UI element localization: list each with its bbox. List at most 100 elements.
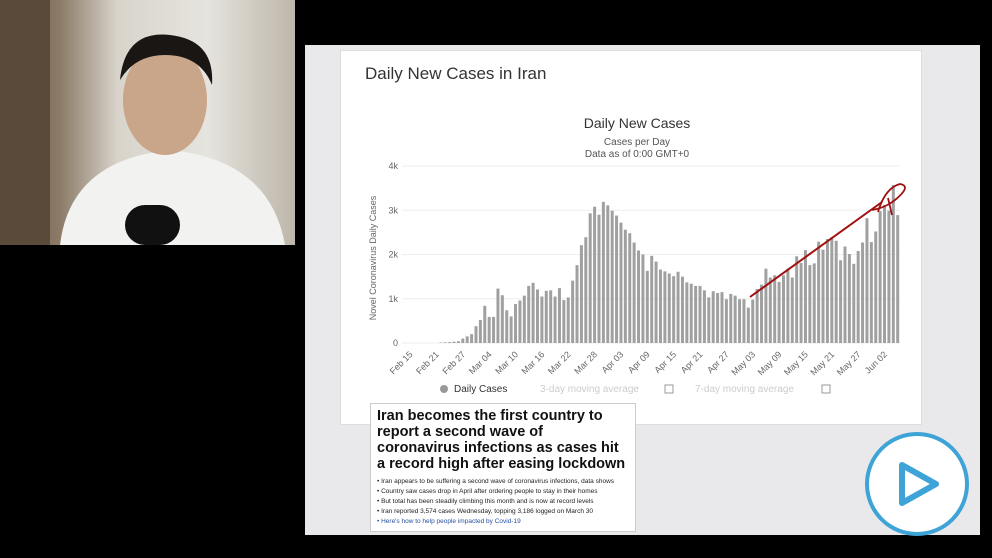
bar[interactable] — [540, 296, 544, 343]
bar[interactable] — [452, 341, 456, 343]
bar[interactable] — [698, 285, 702, 343]
bar[interactable] — [676, 271, 680, 343]
bar[interactable] — [883, 204, 887, 343]
bar[interactable] — [619, 222, 623, 343]
bar[interactable] — [496, 288, 500, 343]
bar[interactable] — [878, 211, 882, 343]
bar[interactable] — [623, 229, 627, 343]
bar[interactable] — [869, 242, 873, 343]
bar[interactable] — [790, 277, 794, 343]
bar[interactable] — [483, 305, 487, 343]
bar[interactable] — [509, 316, 513, 343]
bar[interactable] — [746, 307, 750, 343]
bar[interactable] — [751, 299, 755, 343]
bar[interactable] — [645, 270, 649, 343]
legend-daily-cases[interactable]: Daily Cases — [454, 384, 507, 395]
bar[interactable] — [584, 237, 588, 343]
news-link[interactable]: Here's how to help people impacted by Co… — [377, 517, 629, 527]
bar[interactable] — [527, 285, 531, 343]
bar[interactable] — [852, 263, 856, 343]
bar[interactable] — [733, 295, 737, 343]
bar[interactable] — [663, 271, 667, 343]
bar[interactable] — [535, 289, 539, 343]
legend-3day[interactable]: 3-day moving average — [540, 384, 639, 395]
bar[interactable] — [839, 260, 843, 343]
bar[interactable] — [448, 342, 452, 343]
bar[interactable] — [571, 280, 575, 343]
bar[interactable] — [588, 213, 592, 343]
bar[interactable] — [812, 263, 816, 343]
bar[interactable] — [694, 285, 698, 343]
bar[interactable] — [830, 237, 834, 343]
bar[interactable] — [821, 249, 825, 343]
bar[interactable] — [531, 282, 535, 343]
bar[interactable] — [514, 304, 518, 343]
bar[interactable] — [579, 245, 583, 343]
bar[interactable] — [843, 246, 847, 343]
bar[interactable] — [549, 290, 553, 343]
bar[interactable] — [861, 242, 865, 343]
bar[interactable] — [755, 289, 759, 343]
bar[interactable] — [742, 299, 746, 343]
bar[interactable] — [803, 250, 807, 343]
legend-7day-checkbox[interactable] — [821, 384, 831, 394]
bar[interactable] — [658, 269, 662, 343]
bar[interactable] — [680, 276, 684, 343]
bar[interactable] — [593, 206, 597, 343]
bar[interactable] — [637, 250, 641, 343]
bar[interactable] — [544, 290, 548, 343]
bar[interactable] — [817, 241, 821, 343]
bar[interactable] — [566, 297, 570, 343]
bar[interactable] — [610, 210, 614, 343]
bar[interactable] — [685, 282, 689, 343]
bar[interactable] — [896, 215, 900, 343]
bar[interactable] — [777, 281, 781, 343]
bar[interactable] — [505, 310, 509, 343]
bar[interactable] — [632, 242, 636, 343]
legend-7day[interactable]: 7-day moving average — [695, 384, 794, 395]
bar[interactable] — [641, 254, 645, 344]
bar[interactable] — [781, 275, 785, 343]
bar[interactable] — [478, 319, 482, 343]
bar[interactable] — [720, 292, 724, 343]
bar[interactable] — [487, 316, 491, 343]
bar[interactable] — [738, 299, 742, 343]
bar[interactable] — [729, 293, 733, 343]
bar[interactable] — [856, 250, 860, 343]
bar[interactable] — [474, 326, 478, 343]
bar[interactable] — [795, 256, 799, 343]
bar[interactable] — [443, 342, 447, 343]
bar[interactable] — [711, 291, 715, 343]
bar[interactable] — [518, 300, 522, 343]
bar[interactable] — [615, 215, 619, 343]
bar[interactable] — [847, 254, 851, 343]
bar[interactable] — [834, 240, 838, 343]
bar[interactable] — [492, 316, 496, 343]
bar[interactable] — [654, 261, 658, 343]
bar[interactable] — [760, 284, 764, 343]
bar[interactable] — [865, 218, 869, 343]
bar[interactable] — [764, 268, 768, 343]
bar[interactable] — [597, 214, 601, 343]
bar[interactable] — [553, 296, 557, 343]
bar[interactable] — [461, 338, 465, 343]
bar[interactable] — [667, 273, 671, 343]
bar[interactable] — [500, 295, 504, 343]
bar[interactable] — [628, 233, 632, 343]
bar[interactable] — [575, 265, 579, 343]
bar[interactable] — [825, 239, 829, 343]
bar[interactable] — [601, 201, 605, 343]
bar[interactable] — [456, 341, 460, 343]
bar[interactable] — [716, 292, 720, 343]
bar[interactable] — [724, 299, 728, 343]
bar[interactable] — [557, 288, 561, 343]
bar[interactable] — [874, 231, 878, 343]
bar[interactable] — [672, 276, 676, 343]
play-button[interactable] — [865, 432, 969, 536]
bar[interactable] — [702, 290, 706, 343]
bar[interactable] — [799, 262, 803, 343]
bar[interactable] — [650, 255, 654, 343]
bar[interactable] — [465, 336, 469, 343]
bar[interactable] — [891, 185, 895, 343]
bar[interactable] — [786, 268, 790, 343]
